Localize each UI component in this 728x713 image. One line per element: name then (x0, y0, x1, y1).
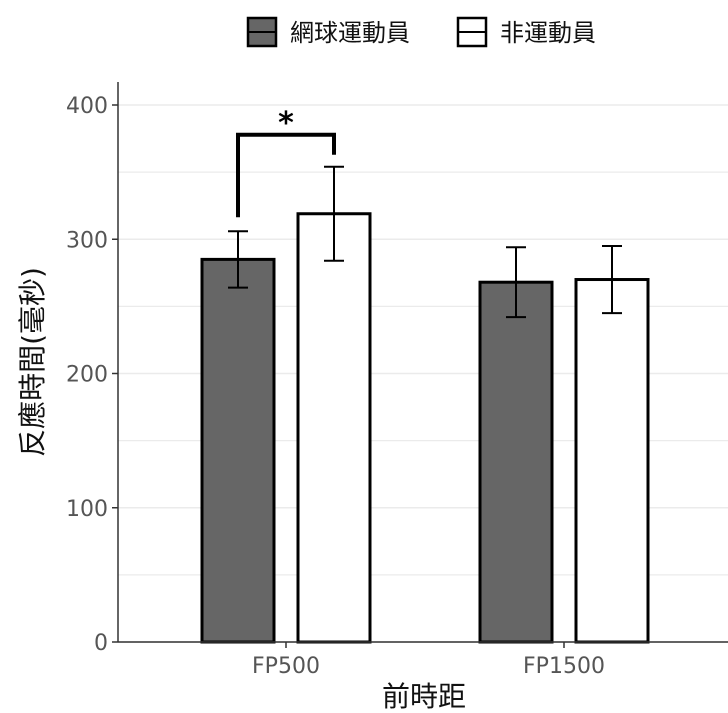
x-tick-label: FP1500 (523, 654, 605, 679)
bars (200, 212, 650, 644)
y-tick-label: 400 (66, 94, 108, 119)
y-tick-label: 300 (66, 228, 108, 253)
bar (200, 257, 276, 644)
significance-bracket (236, 132, 336, 218)
bar (296, 212, 372, 644)
error-bars (228, 165, 622, 319)
y-tick-label: 0 (94, 631, 108, 656)
legend: 網球運動員 非運動員 (246, 16, 596, 48)
axes (117, 82, 728, 643)
x-axis-title: 前時距 (382, 680, 466, 713)
y-axis-title: 反應時間(毫秒) (16, 267, 49, 457)
significance-annotation: * (236, 106, 336, 218)
bar (574, 278, 650, 644)
legend-label: 網球運動員 (290, 19, 410, 47)
x-ticks: FP500 FP1500 (252, 642, 605, 679)
legend-label: 非運動員 (500, 19, 596, 47)
y-ticks: 0 100 200 300 400 (66, 94, 118, 656)
x-tick-label: FP500 (252, 654, 320, 679)
bar (478, 280, 554, 644)
y-tick-label: 100 (66, 497, 108, 522)
significance-star: * (278, 106, 294, 141)
y-tick-label: 200 (66, 363, 108, 388)
